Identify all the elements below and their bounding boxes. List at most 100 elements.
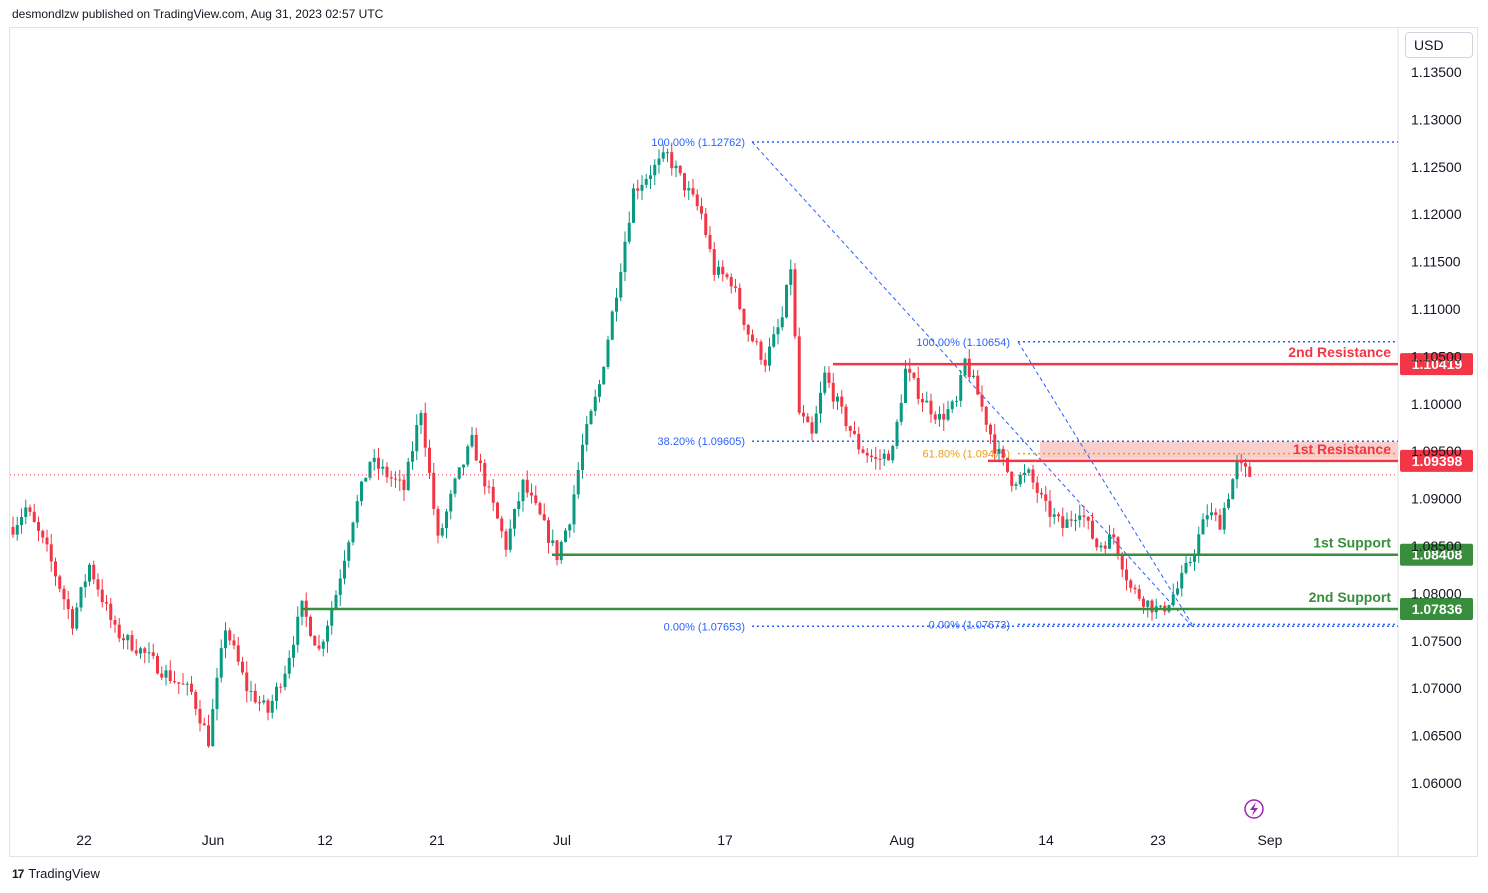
- candle-body: [806, 416, 810, 423]
- candle-body: [759, 341, 763, 360]
- time-tick-label: 12: [317, 832, 333, 848]
- candle-body: [721, 266, 725, 275]
- candle-body: [1222, 507, 1226, 530]
- price-tick-label: 1.10000: [1411, 396, 1462, 412]
- candle-body: [1027, 469, 1031, 473]
- candle-body: [891, 446, 895, 461]
- candle-body: [695, 194, 699, 207]
- candle-body: [1201, 519, 1205, 535]
- candle-body: [564, 530, 567, 542]
- candle-body: [381, 466, 385, 469]
- candle-body: [785, 284, 788, 318]
- publisher-caption: desmondlzw published on TradingView.com,…: [12, 7, 384, 21]
- candle-body: [75, 607, 79, 629]
- time-tick-label: 22: [76, 832, 92, 848]
- tradingview-brand: 17 TradingView: [12, 866, 100, 881]
- fib1-382-label: 38.20% (1.09605): [658, 436, 745, 448]
- candle-body: [1159, 605, 1162, 607]
- candle-body: [1095, 538, 1099, 548]
- candle-body: [967, 358, 971, 377]
- candle-body: [62, 588, 66, 600]
- candle-body: [1193, 553, 1196, 562]
- candle-body: [364, 477, 368, 482]
- candle-body: [623, 241, 627, 273]
- candle-body: [449, 493, 453, 512]
- candle-body: [147, 652, 151, 654]
- candle-body: [1035, 482, 1039, 493]
- candle-body: [959, 375, 963, 401]
- candle-body: [1129, 580, 1133, 588]
- candle-body: [763, 359, 767, 366]
- candle-body: [245, 672, 249, 692]
- candle-body: [504, 531, 508, 550]
- candle-body: [568, 524, 572, 531]
- candle-body: [1082, 515, 1086, 517]
- candle-body: [368, 461, 372, 478]
- candle-body: [508, 528, 512, 550]
- candle-body: [793, 269, 797, 337]
- candle-body: [912, 372, 916, 378]
- candle-body: [1197, 534, 1201, 554]
- replay-icon[interactable]: [1244, 799, 1264, 819]
- candle-body: [874, 457, 878, 459]
- candle-body: [976, 375, 980, 395]
- price-tick-label: 1.09500: [1411, 443, 1462, 459]
- candle-body: [831, 382, 835, 402]
- candle-body: [725, 274, 729, 278]
- candle-body: [895, 421, 899, 447]
- candle-body: [997, 448, 1001, 454]
- candle-body: [338, 578, 342, 595]
- candle-body: [1048, 500, 1052, 517]
- candle-body: [1014, 484, 1018, 486]
- candle-body: [1180, 572, 1184, 589]
- candle-body: [440, 528, 444, 536]
- candle-body: [861, 449, 865, 453]
- price-axis[interactable]: 1.13500 1.13000 1.12500 1.12000 1.11500 1.110…: [1411, 64, 1462, 791]
- candle-body: [1010, 471, 1014, 486]
- candle-body: [717, 266, 720, 275]
- candle-body: [496, 502, 499, 519]
- candle-body: [453, 478, 457, 494]
- candle-body: [32, 511, 36, 522]
- candle-body: [1248, 466, 1252, 477]
- candle-body: [738, 287, 742, 309]
- candle-body: [1231, 479, 1235, 500]
- price-tick-label: 1.06500: [1411, 728, 1462, 744]
- candle-body: [1018, 474, 1022, 485]
- fib2-618-label: 61.80% (1.09475): [923, 449, 1010, 461]
- candle-body: [1235, 461, 1239, 480]
- candle-body: [1142, 598, 1145, 607]
- candle-body: [126, 635, 130, 641]
- candle-body: [942, 413, 946, 420]
- candle-body: [462, 464, 465, 468]
- candle-body: [1214, 512, 1218, 516]
- currency-selector[interactable]: USD: [1405, 32, 1473, 58]
- candle-body: [419, 412, 423, 426]
- candle-body: [746, 324, 750, 335]
- level-price-badge: [1400, 597, 1473, 620]
- candle-body: [1112, 534, 1116, 538]
- candle-body: [657, 158, 661, 165]
- candle-body: [559, 541, 563, 561]
- candle-body: [402, 479, 406, 491]
- candle-body: [551, 540, 555, 543]
- candle-body: [20, 516, 23, 526]
- candle-body: [1044, 494, 1048, 501]
- candle-body: [823, 372, 827, 393]
- candle-body: [253, 690, 257, 703]
- candle-body: [45, 537, 49, 545]
- candle-body: [542, 514, 546, 521]
- candle-body: [555, 540, 559, 561]
- candle-body: [228, 630, 232, 641]
- time-tick-label: 14: [1038, 832, 1054, 848]
- candle-body: [215, 677, 219, 710]
- candle-body: [1052, 514, 1056, 517]
- level-name-label: 2nd Support: [1309, 589, 1392, 605]
- candle-body: [406, 461, 410, 491]
- candle-body: [428, 447, 431, 473]
- candle-body: [160, 673, 164, 678]
- candle-body: [1061, 516, 1065, 528]
- candle-body: [870, 455, 873, 458]
- time-axis[interactable]: 22 Jun 12 21 Jul 17 Aug 14 23 Sep: [76, 832, 1282, 848]
